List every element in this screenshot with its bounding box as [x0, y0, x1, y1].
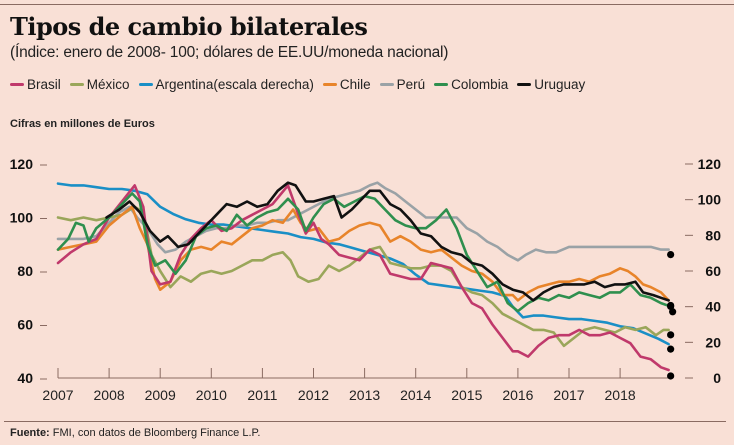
legend-item-peru: Perú — [379, 77, 426, 92]
legend-label: Chile — [339, 77, 371, 92]
source-label: Fuente: — [10, 427, 50, 439]
x-tick-label: 2018 — [605, 387, 636, 403]
y-right-tick-label: 100 — [698, 192, 722, 208]
y-right-tick-label: 40 — [705, 299, 721, 315]
y-left-tick-label: 40 — [17, 370, 33, 386]
x-tick-label: 2013 — [349, 387, 380, 403]
source-text: FMI, con datos de Bloomberg Finance L.P. — [49, 427, 261, 439]
end-marker-mexico — [667, 331, 675, 339]
legend-label: Colombia — [451, 77, 509, 92]
legend-swatch — [138, 83, 153, 86]
end-marker-colombia — [669, 308, 677, 316]
x-tick-label: 2016 — [502, 387, 533, 403]
y-right-tick-label: 80 — [705, 227, 721, 243]
series-line-colombia — [56, 192, 670, 313]
unit-note: Cifras en millones de Euros — [10, 118, 155, 130]
x-tick-label: 2008 — [94, 387, 125, 403]
legend-swatch — [69, 83, 84, 86]
series-line-peru — [56, 181, 670, 262]
legend-label: Argentina(escala derecha) — [155, 77, 314, 92]
end-marker-brasil — [667, 372, 675, 380]
chart-subtitle: (Índice: enero de 2008- 100; dólares de … — [10, 44, 449, 61]
series-line-uruguay — [105, 181, 670, 302]
x-tick-label: 2010 — [196, 387, 227, 403]
end-marker-argentina-escala-derecha — [667, 345, 675, 353]
end-marker-uruguay — [667, 301, 675, 310]
y-right-tick-label: 60 — [705, 263, 721, 279]
legend-label: Uruguay — [534, 77, 586, 92]
legend-item-chile: Chile — [322, 77, 371, 92]
legend-swatch — [322, 83, 337, 86]
legend-swatch — [10, 83, 24, 86]
x-tick-label: 2014 — [400, 387, 431, 403]
bottom-rule — [4, 421, 726, 422]
legend-label: Perú — [396, 77, 426, 92]
x-tick-label: 2017 — [553, 387, 584, 403]
legend: Brasil México Argentina(escala derecha) Chi… — [10, 77, 594, 92]
chart-title: Tipos de cambio bilaterales — [10, 12, 368, 41]
y-left-tick-label: 80 — [17, 263, 33, 279]
legend-item-colombia: Colombia — [434, 77, 508, 92]
legend-swatch — [379, 83, 394, 86]
legend-item-brasil: Brasil — [10, 77, 61, 92]
source-note: Fuente: FMI, con datos de Bloomberg Fina… — [10, 427, 260, 439]
legend-swatch — [434, 83, 449, 86]
series-line-chile — [56, 205, 670, 302]
y-right-tick-label: 20 — [705, 334, 721, 350]
y-right-tick-label: 0 — [713, 370, 721, 386]
y-left-tick-label: 100 — [10, 210, 34, 226]
x-tick-label: 2015 — [451, 387, 482, 403]
legend-item-mexico: México — [69, 77, 130, 92]
y-left-tick-label: 120 — [10, 156, 34, 172]
x-tick-label: 2007 — [42, 387, 73, 403]
x-tick-label: 2012 — [298, 387, 329, 403]
legend-label: México — [86, 77, 130, 92]
x-tick-label: 2009 — [145, 387, 176, 403]
y-left-tick-label: 60 — [17, 317, 33, 333]
series-line-brasil — [56, 184, 670, 372]
x-tick-label: 2011 — [247, 387, 277, 403]
y-right-tick-label: 120 — [698, 156, 722, 172]
legend-item-uruguay: Uruguay — [517, 77, 585, 92]
legend-label: Brasil — [27, 77, 61, 92]
top-rule — [0, 4, 734, 5]
legend-item-argentina-escala-derecha: Argentina(escala derecha) — [138, 77, 314, 92]
legend-swatch — [517, 83, 532, 86]
series-line-argentina-escala-derecha — [56, 182, 670, 346]
end-marker-peru — [667, 251, 675, 259]
